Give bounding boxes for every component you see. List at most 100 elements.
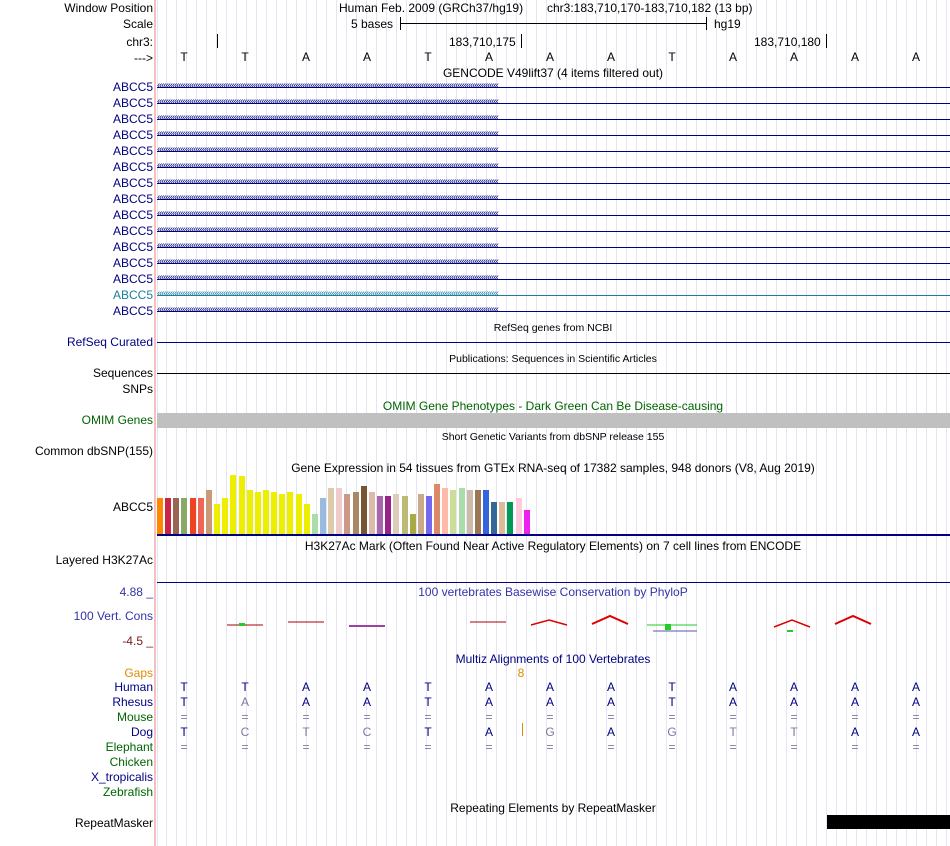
gtex-tissue-bar[interactable] bbox=[287, 492, 294, 534]
gtex-tissue-bar[interactable] bbox=[336, 488, 343, 534]
gtex-tissue-bar[interactable] bbox=[515, 498, 522, 534]
gencode-gene-label[interactable]: ABCC5 bbox=[112, 224, 153, 238]
gencode-gene-label[interactable]: ABCC5 bbox=[112, 192, 153, 206]
multiz-species-label[interactable]: Dog bbox=[130, 725, 153, 739]
multiz-species-label[interactable]: Mouse bbox=[116, 710, 153, 724]
gtex-tissue-bar[interactable] bbox=[279, 494, 286, 534]
multiz-species-label[interactable]: Rhesus bbox=[112, 695, 153, 709]
gencode-gene-strand[interactable]: ‹‹‹‹‹‹‹‹‹‹‹‹‹‹‹‹‹‹‹‹‹‹‹‹‹‹‹‹‹‹‹‹‹‹‹‹‹‹‹‹… bbox=[157, 243, 950, 251]
omim-label[interactable]: OMIM Genes bbox=[81, 413, 153, 427]
gtex-tissue-bar[interactable] bbox=[157, 498, 163, 534]
multiz-species-label[interactable]: X_tropicalis bbox=[90, 770, 153, 784]
gencode-gene-strand[interactable]: ‹‹‹‹‹‹‹‹‹‹‹‹‹‹‹‹‹‹‹‹‹‹‹‹‹‹‹‹‹‹‹‹‹‹‹‹‹‹‹‹… bbox=[157, 227, 950, 235]
gtex-tissue-bar[interactable] bbox=[181, 498, 188, 534]
gencode-gene-label[interactable]: ABCC5 bbox=[112, 112, 153, 126]
conservation-label[interactable]: 100 Vert. Cons bbox=[73, 609, 153, 623]
gencode-gene-label[interactable]: ABCC5 bbox=[112, 304, 153, 318]
gtex-tissue-bar[interactable] bbox=[344, 494, 351, 534]
gtex-tissue-bar[interactable] bbox=[450, 490, 457, 534]
gtex-tissue-bar[interactable] bbox=[311, 514, 318, 534]
gtex-tissue-bar[interactable] bbox=[458, 488, 465, 534]
gtex-tissue-bar[interactable] bbox=[385, 496, 392, 534]
gencode-gene-label[interactable]: ABCC5 bbox=[112, 272, 153, 286]
multiz-species-label[interactable]: Human bbox=[114, 680, 153, 694]
gtex-gene-label[interactable]: ABCC5 bbox=[112, 500, 153, 514]
gtex-tissue-bar[interactable] bbox=[393, 494, 400, 534]
gtex-tissue-bar[interactable] bbox=[222, 498, 229, 534]
gencode-gene-label[interactable]: ABCC5 bbox=[112, 240, 153, 254]
gtex-tissue-bar[interactable] bbox=[165, 498, 172, 534]
dbsnp-label[interactable]: Common dbSNP(155) bbox=[34, 444, 153, 458]
gtex-tissue-bar[interactable] bbox=[295, 494, 302, 534]
gencode-gene-strand[interactable]: ‹‹‹‹‹‹‹‹‹‹‹‹‹‹‹‹‹‹‹‹‹‹‹‹‹‹‹‹‹‹‹‹‹‹‹‹‹‹‹‹… bbox=[157, 115, 950, 123]
gencode-title[interactable]: GENCODE V49lift37 (4 items filtered out) bbox=[442, 66, 664, 80]
refseq-gene-line[interactable] bbox=[157, 342, 950, 343]
gtex-tissue-bar[interactable] bbox=[238, 476, 245, 534]
gtex-tissue-bar[interactable] bbox=[352, 492, 359, 534]
gtex-tissue-bar[interactable] bbox=[254, 492, 261, 534]
gencode-gene-strand[interactable]: ‹‹‹‹‹‹‹‹‹‹‹‹‹‹‹‹‹‹‹‹‹‹‹‹‹‹‹‹‹‹‹‹‹‹‹‹‹‹‹‹… bbox=[157, 83, 950, 91]
conservation-plot[interactable] bbox=[157, 600, 950, 645]
gtex-tissue-bar[interactable] bbox=[401, 496, 408, 534]
gtex-tissue-bar[interactable] bbox=[491, 502, 498, 534]
gtex-tissue-bar[interactable] bbox=[442, 488, 449, 534]
gtex-tissue-bar[interactable] bbox=[303, 504, 310, 534]
gtex-tissue-bar[interactable] bbox=[189, 498, 196, 534]
sequences-label[interactable]: Sequences bbox=[92, 366, 153, 380]
gencode-gene-label[interactable]: ABCC5 bbox=[112, 96, 153, 110]
multiz-species-label[interactable]: Elephant bbox=[105, 740, 153, 754]
gencode-gene-strand[interactable]: ‹‹‹‹‹‹‹‹‹‹‹‹‹‹‹‹‹‹‹‹‹‹‹‹‹‹‹‹‹‹‹‹‹‹‹‹‹‹‹‹… bbox=[157, 291, 950, 299]
gtex-tissue-bar[interactable] bbox=[523, 510, 530, 534]
dbsnp-title[interactable]: Short Genetic Variants from dbSNP releas… bbox=[441, 431, 665, 443]
snps-label[interactable]: SNPs bbox=[122, 382, 153, 396]
gtex-tissue-bar[interactable] bbox=[173, 498, 180, 534]
gencode-gene-label[interactable]: ABCC5 bbox=[112, 208, 153, 222]
conservation-title[interactable]: 100 vertebrates Basewise Conservation by… bbox=[418, 585, 688, 599]
gtex-tissue-bar[interactable] bbox=[425, 496, 432, 534]
gencode-gene-label[interactable]: ABCC5 bbox=[112, 256, 153, 270]
repeat-element-block[interactable] bbox=[827, 815, 950, 829]
gencode-gene-label[interactable]: ABCC5 bbox=[112, 128, 153, 142]
refseq-title[interactable]: RefSeq genes from NCBI bbox=[493, 322, 613, 334]
gencode-gene-label[interactable]: ABCC5 bbox=[112, 160, 153, 174]
gtex-tissue-bar[interactable] bbox=[417, 494, 424, 534]
publications-title[interactable]: Publications: Sequences in Scientific Ar… bbox=[449, 353, 657, 365]
repeatmasker-title[interactable]: Repeating Elements by RepeatMasker bbox=[450, 801, 656, 815]
gtex-tissue-bar[interactable] bbox=[246, 490, 253, 534]
gencode-gene-strand[interactable]: ‹‹‹‹‹‹‹‹‹‹‹‹‹‹‹‹‹‹‹‹‹‹‹‹‹‹‹‹‹‹‹‹‹‹‹‹‹‹‹‹… bbox=[157, 195, 950, 203]
gaps-label[interactable]: Gaps bbox=[124, 666, 153, 680]
gtex-tissue-bar[interactable] bbox=[360, 486, 367, 534]
gencode-gene-strand[interactable]: ‹‹‹‹‹‹‹‹‹‹‹‹‹‹‹‹‹‹‹‹‹‹‹‹‹‹‹‹‹‹‹‹‹‹‹‹‹‹‹‹… bbox=[157, 163, 950, 171]
multiz-title[interactable]: Multiz Alignments of 100 Vertebrates bbox=[455, 652, 651, 666]
gtex-bar-chart[interactable] bbox=[157, 475, 950, 534]
omim-title[interactable]: OMIM Gene Phenotypes - Dark Green Can Be… bbox=[382, 399, 724, 413]
refseq-label[interactable]: RefSeq Curated bbox=[66, 335, 153, 349]
gtex-tissue-bar[interactable] bbox=[466, 490, 473, 534]
gtex-tissue-bar[interactable] bbox=[197, 498, 204, 534]
gtex-tissue-bar[interactable] bbox=[409, 514, 416, 534]
multiz-species-label[interactable]: Chicken bbox=[109, 755, 153, 769]
gtex-tissue-bar[interactable] bbox=[499, 502, 506, 534]
gencode-gene-label[interactable]: ABCC5 bbox=[112, 176, 153, 190]
gtex-tissue-bar[interactable] bbox=[377, 496, 384, 534]
omim-bar[interactable] bbox=[157, 413, 950, 428]
gtex-tissue-bar[interactable] bbox=[434, 484, 441, 534]
gencode-gene-strand[interactable]: ‹‹‹‹‹‹‹‹‹‹‹‹‹‹‹‹‹‹‹‹‹‹‹‹‹‹‹‹‹‹‹‹‹‹‹‹‹‹‹‹… bbox=[157, 307, 950, 315]
gtex-tissue-bar[interactable] bbox=[262, 490, 269, 534]
gencode-gene-strand[interactable]: ‹‹‹‹‹‹‹‹‹‹‹‹‹‹‹‹‹‹‹‹‹‹‹‹‹‹‹‹‹‹‹‹‹‹‹‹‹‹‹‹… bbox=[157, 99, 950, 107]
gencode-gene-label[interactable]: ABCC5 bbox=[112, 288, 153, 302]
gencode-gene-strand[interactable]: ‹‹‹‹‹‹‹‹‹‹‹‹‹‹‹‹‹‹‹‹‹‹‹‹‹‹‹‹‹‹‹‹‹‹‹‹‹‹‹‹… bbox=[157, 259, 950, 267]
gtex-tissue-bar[interactable] bbox=[368, 492, 375, 534]
gtex-title[interactable]: Gene Expression in 54 tissues from GTEx … bbox=[291, 461, 815, 475]
gencode-gene-strand[interactable]: ‹‹‹‹‹‹‹‹‹‹‹‹‹‹‹‹‹‹‹‹‹‹‹‹‹‹‹‹‹‹‹‹‹‹‹‹‹‹‹‹… bbox=[157, 275, 950, 283]
repeatmasker-label[interactable]: RepeatMasker bbox=[74, 816, 153, 830]
gtex-tissue-bar[interactable] bbox=[483, 490, 489, 534]
gencode-gene-strand[interactable]: ‹‹‹‹‹‹‹‹‹‹‹‹‹‹‹‹‹‹‹‹‹‹‹‹‹‹‹‹‹‹‹‹‹‹‹‹‹‹‹‹… bbox=[157, 147, 950, 155]
gtex-tissue-bar[interactable] bbox=[214, 504, 221, 534]
gtex-tissue-bar[interactable] bbox=[507, 502, 514, 534]
gtex-tissue-bar[interactable] bbox=[474, 490, 481, 534]
gtex-tissue-bar[interactable] bbox=[320, 498, 326, 534]
gencode-gene-label[interactable]: ABCC5 bbox=[112, 144, 153, 158]
gtex-tissue-bar[interactable] bbox=[271, 492, 278, 534]
